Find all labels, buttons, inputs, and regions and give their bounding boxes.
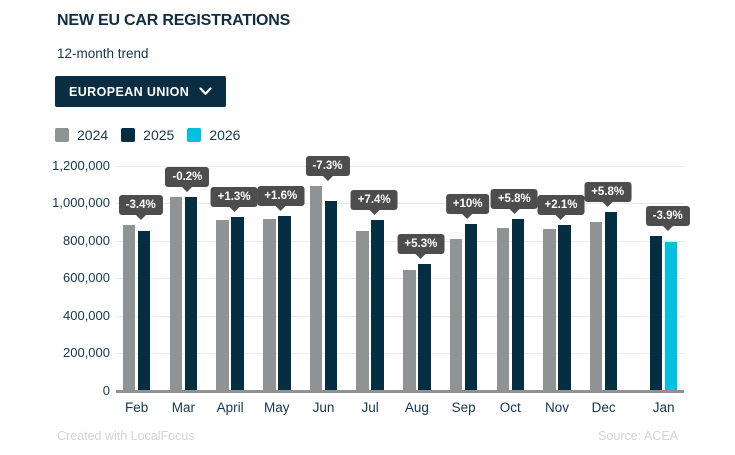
legend-label-2025: 2025 — [143, 127, 175, 143]
region-dropdown[interactable]: EUROPEAN UNION — [55, 76, 227, 107]
legend-item-2024[interactable]: 2024 — [55, 127, 108, 143]
bar-oct-2025[interactable] — [511, 218, 525, 391]
region-dropdown-label: EUROPEAN UNION — [69, 84, 190, 99]
legend-item-2026[interactable]: 2026 — [187, 127, 240, 143]
x-axis-label-dec: Dec — [591, 400, 616, 415]
bar-jul-2025[interactable] — [371, 219, 384, 391]
tooltip-oct: +5.8% — [490, 188, 538, 214]
tooltip-jan: -3.9% — [645, 205, 690, 231]
x-axis-label-feb: Feb — [125, 400, 149, 415]
bar-jan-2025[interactable] — [649, 235, 663, 391]
x-axis-label-may: May — [264, 400, 290, 415]
y-axis-label-1200000: 1,200,000 — [52, 157, 110, 173]
legend: 2024 2025 2026 — [55, 127, 253, 143]
bar-feb-2025[interactable] — [137, 230, 151, 391]
tooltip-nov: +2.1% — [537, 195, 585, 221]
bar-mar-2025[interactable] — [184, 197, 198, 391]
legend-swatch-2024 — [55, 128, 69, 142]
bar-jun-2025[interactable] — [324, 201, 338, 391]
bar-nov-2025[interactable] — [558, 225, 571, 391]
bar-sep-2025[interactable] — [464, 223, 478, 391]
bar-jun-2024[interactable] — [309, 186, 323, 391]
x-axis-label-mar: Mar — [171, 400, 196, 415]
bar-dec-2024[interactable] — [589, 221, 603, 391]
bar-mar-2024[interactable] — [169, 196, 183, 391]
tooltip-mar: -0.2% — [165, 166, 210, 192]
legend-swatch-2026 — [187, 128, 202, 142]
y-axis-label-1000000: 1,000,000 — [52, 195, 110, 211]
chart-subtitle: 12-month trend — [57, 46, 149, 61]
bar-sep-2024[interactable] — [449, 239, 463, 391]
tooltip-dec: +5.8% — [584, 182, 632, 208]
tooltip-april: +1.3% — [210, 187, 258, 213]
x-axis-label-sep: Sep — [451, 400, 476, 415]
bar-april-2024[interactable] — [216, 219, 229, 391]
x-axis-label-nov: Nov — [544, 400, 569, 415]
gridline — [116, 203, 684, 205]
page-title: NEW EU CAR REGISTRATIONS — [57, 12, 291, 29]
tooltip-feb: -3.4% — [118, 194, 163, 220]
legend-item-2025[interactable]: 2025 — [121, 127, 174, 143]
footer-credit: Created with LocalFocus — [57, 429, 195, 443]
legend-label-2026: 2026 — [209, 127, 241, 143]
bar-feb-2024[interactable] — [122, 224, 136, 391]
tooltip-aug: +5.3% — [397, 233, 445, 259]
bar-aug-2024[interactable] — [403, 269, 416, 391]
x-axis-label-april: April — [216, 400, 244, 415]
bar-april-2025[interactable] — [231, 217, 244, 391]
gridline — [116, 165, 684, 167]
x-axis-label-jun: Jun — [312, 400, 335, 415]
y-axis-label-200000: 200,000 — [63, 345, 110, 361]
tooltip-sep: +10% — [445, 193, 490, 219]
tooltip-jun: -7.3% — [305, 156, 350, 182]
bar-aug-2025[interactable] — [418, 263, 431, 391]
gridline — [116, 278, 684, 280]
tooltip-jul: +7.4% — [350, 189, 398, 215]
bar-nov-2024[interactable] — [543, 228, 556, 391]
bar-jan-2026[interactable] — [664, 241, 678, 391]
gridline — [116, 315, 684, 317]
legend-label-2024: 2024 — [77, 127, 109, 143]
y-axis-label-0: 0 — [102, 383, 110, 398]
tooltip-may: +1.6% — [257, 186, 305, 212]
x-axis-label-jul: Jul — [361, 400, 379, 415]
y-axis-label-400000: 400,000 — [63, 307, 110, 323]
bar-may-2024[interactable] — [263, 219, 276, 391]
chevron-down-icon — [199, 87, 212, 96]
x-axis-label-jan: Jan — [652, 400, 675, 415]
footer-source: Source: ACEA — [598, 429, 678, 443]
x-axis-label-oct: Oct — [499, 400, 521, 415]
bar-jul-2024[interactable] — [356, 231, 369, 391]
bar-oct-2024[interactable] — [496, 228, 510, 391]
legend-swatch-2025 — [121, 128, 136, 142]
x-axis-label-aug: Aug — [404, 400, 429, 415]
gridline — [116, 353, 684, 355]
x-axis-line — [116, 390, 684, 393]
y-axis-label-800000: 800,000 — [63, 232, 110, 248]
bar-dec-2025[interactable] — [604, 212, 618, 391]
y-axis-label-600000: 600,000 — [63, 270, 110, 286]
bar-may-2025[interactable] — [278, 216, 291, 391]
